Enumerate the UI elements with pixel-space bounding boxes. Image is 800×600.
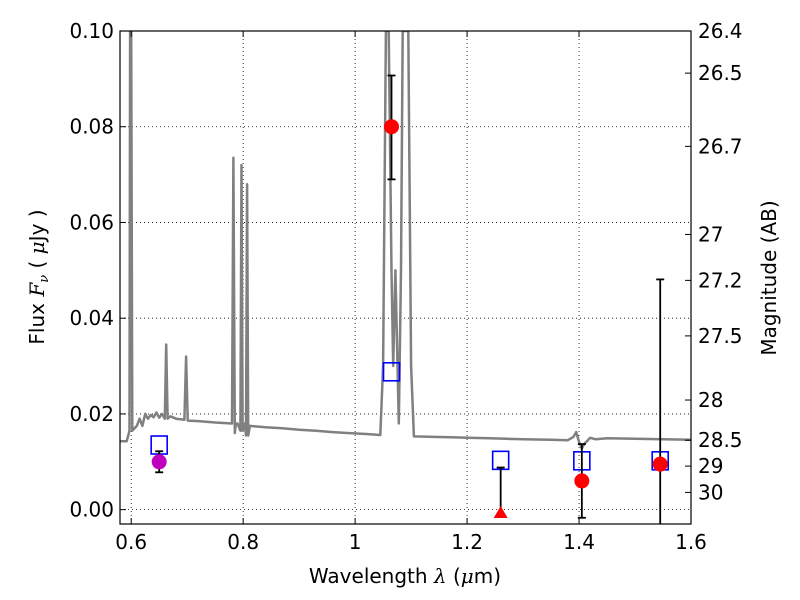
- axis-ticks: [120, 30, 692, 524]
- plot-area: [120, 31, 691, 524]
- magnitude-tick-label: 27.5: [698, 324, 743, 348]
- y-axis-title-left: Flux Fν ( μJy ): [25, 209, 52, 344]
- magnitude-tick-label: 30: [698, 480, 723, 504]
- y-tick-label: 0.00: [69, 498, 114, 522]
- observed-flux-point: [574, 473, 590, 489]
- observed-flux-point: [151, 454, 167, 470]
- model-photometry-square: [382, 361, 401, 382]
- observed-flux-point: [652, 456, 668, 472]
- magnitude-tick-label: 26.5: [698, 61, 743, 85]
- x-tick-label: 0.8: [227, 530, 259, 554]
- observed-flux-point: [384, 119, 400, 135]
- x-tick-label: 1.2: [451, 530, 483, 554]
- y-axis-title-right: Magnitude (AB): [757, 200, 781, 355]
- magnitude-tick-label: 27: [698, 222, 723, 246]
- x-tick-label: 1.4: [563, 530, 595, 554]
- x-tick-label: 0.6: [115, 530, 147, 554]
- grid-lines: [120, 30, 692, 524]
- x-axis-title: Wavelength λ (μm): [309, 564, 501, 588]
- sed-model-line: [120, 31, 691, 450]
- y-tick-label: 0.10: [69, 19, 114, 43]
- tick-labels: 0.6 0.8 1 1.2 1.4 1.6 0.00 0.02 0.04 0.06 0.08 0.10…: [69, 19, 742, 554]
- x-tick-label: 1: [349, 530, 362, 554]
- magnitude-tick-label: 26.7: [698, 134, 743, 158]
- magnitude-tick-label: 26.4: [698, 19, 743, 43]
- upper-limit-triangle: [493, 506, 508, 519]
- magnitude-tick-label: 28.5: [698, 428, 743, 452]
- magnitude-tick-label: 28: [698, 388, 723, 412]
- x-tick-label: 1.6: [675, 530, 707, 554]
- y-tick-label: 0.02: [69, 402, 114, 426]
- magnitude-tick-label: 29: [698, 454, 723, 478]
- plot-frame: [119, 30, 692, 525]
- y-tick-label: 0.06: [69, 210, 114, 234]
- y-tick-label: 0.04: [69, 306, 114, 330]
- y-tick-label: 0.08: [69, 115, 114, 139]
- magnitude-tick-label: 27.2: [698, 268, 743, 292]
